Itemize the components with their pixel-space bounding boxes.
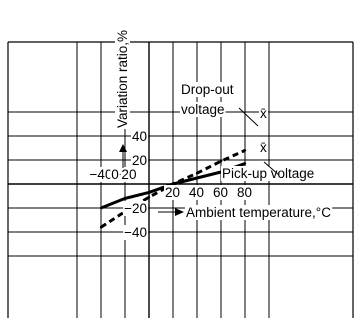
- y-tick-label-bg: [123, 201, 148, 216]
- x-tick-label-bg: [236, 185, 254, 200]
- x-tick-label-bg: [164, 185, 182, 200]
- series-marker-pick-up: x̄: [260, 140, 267, 155]
- data-point: [123, 197, 127, 200]
- data-point: [99, 206, 103, 210]
- series-label-drop-out-bg: [180, 82, 235, 97]
- leader-pick-up: [263, 161, 280, 176]
- series-label-drop-out-bg: [180, 102, 226, 117]
- series-label-drop-out: Drop-out: [181, 82, 234, 97]
- data-point: [243, 162, 247, 165]
- y-tick-label: −40: [124, 225, 147, 240]
- series-marker-drop-out: x̄: [260, 106, 267, 121]
- series-marker-pick-up-bg: [259, 140, 268, 155]
- x-tick-label-bg: [212, 185, 230, 200]
- data-point: [195, 176, 199, 180]
- leader-drop-out: [238, 107, 259, 127]
- x-tick-label-bg: [188, 185, 206, 200]
- data-point: [171, 182, 175, 186]
- series-marker-drop-out-bg: [259, 106, 268, 121]
- x-tick-label: 40: [189, 185, 204, 200]
- series-label-pick-up-bg: [221, 166, 316, 181]
- y-tick-label: 40: [132, 129, 147, 144]
- data-point: [195, 172, 199, 175]
- y-tick-label-bg: [130, 153, 148, 168]
- y-tick-label-bg: [123, 225, 148, 240]
- x-axis-arrowhead: [175, 208, 184, 216]
- axes: [8, 42, 353, 318]
- data-point: [147, 191, 151, 194]
- data-point: [147, 196, 151, 199]
- x-tick-label: 0: [111, 167, 119, 182]
- x-tick-label: −40: [90, 167, 113, 182]
- x-tick-label: 20: [165, 185, 180, 200]
- x-axis-label-bg: [185, 205, 333, 220]
- y-axis-label-bg: [115, 28, 130, 129]
- x-tick-label: 60: [213, 185, 228, 200]
- y-axis-arrowhead: [119, 144, 127, 152]
- x-tick-label: 80: [237, 185, 252, 200]
- y-tick-label-bg: [130, 129, 148, 144]
- data-point: [243, 149, 247, 152]
- y-tick-label: −20: [124, 201, 147, 216]
- y-axis-label: Variation ratio,%: [115, 30, 130, 128]
- x-tick-label-bg: [110, 167, 120, 182]
- data-point: [219, 160, 223, 163]
- x-axis-label: Ambient temperature,°C: [186, 205, 331, 220]
- x-tick-label-bg: [88, 167, 114, 182]
- series-label-drop-out: voltage: [181, 102, 225, 117]
- y-tick-label: 20: [132, 153, 147, 168]
- series-label-pick-up: Pick-up voltage: [222, 166, 314, 181]
- data-point: [99, 226, 103, 229]
